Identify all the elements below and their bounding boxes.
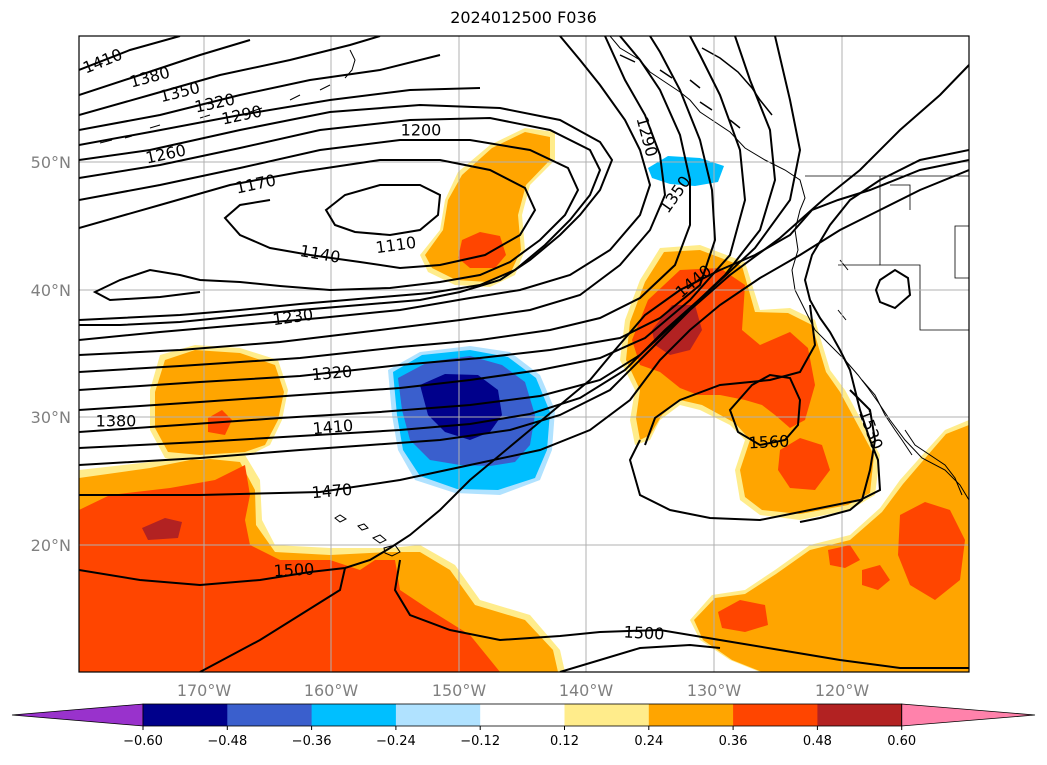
- lon-label-140w: 140°W: [559, 681, 614, 700]
- height-contours: [79, 36, 969, 672]
- lat-label-40: 40°N: [31, 281, 71, 300]
- colorbar-tick-label: 0.36: [719, 734, 748, 749]
- colorbar-segment: [227, 704, 313, 726]
- colorbar-tick-label: −0.60: [123, 734, 163, 749]
- contour-label: 1410: [312, 416, 354, 438]
- colorbar-tick-label: 0.12: [550, 734, 579, 749]
- contour-label: 1380: [96, 412, 137, 431]
- contour-label: 1200: [401, 121, 442, 140]
- lon-label-150w: 150°W: [432, 681, 487, 700]
- contour-label: 1470: [311, 480, 353, 502]
- colorbar-tick-label: −0.36: [292, 734, 332, 749]
- colorbar-segment: [648, 704, 734, 726]
- colorbar-segment: [143, 704, 228, 726]
- lon-label-170w: 170°W: [177, 681, 232, 700]
- colorbar-segment: [564, 704, 650, 726]
- colorbar-segment: [311, 704, 397, 726]
- contour-label: 1500: [273, 559, 315, 580]
- contour-label: 1500: [623, 622, 665, 643]
- positive-anomaly-west-orange: [155, 350, 284, 455]
- colorbar-segment: [395, 704, 481, 726]
- colorbar-segment: [480, 704, 565, 726]
- map-frame: [78, 35, 970, 673]
- lon-label-160w: 160°W: [304, 681, 359, 700]
- colorbar-segment: [733, 704, 818, 726]
- colorbar-tick-label: −0.48: [207, 734, 247, 749]
- colorbar-tick-label: 0.24: [634, 734, 663, 749]
- negative-anomaly-central-navy: [420, 374, 502, 440]
- lon-label-120w: 120°W: [815, 681, 870, 700]
- colorbar-extend-high: [901, 703, 1036, 727]
- colorbar-tick-label: 0.48: [803, 734, 832, 749]
- colorbar-tick-label: −0.24: [376, 734, 416, 749]
- lat-label-20: 20°N: [31, 536, 71, 555]
- colorbar: −0.60 −0.48 −0.36 −0.24 −0.12 0.12 0.24 0.36 0.4…: [11, 703, 1036, 749]
- lat-label-50: 50°N: [31, 153, 71, 172]
- positive-anomaly-east-red-lower: [778, 438, 830, 490]
- colorbar-segment: [817, 704, 903, 726]
- colorbar-tick-label: −0.12: [460, 734, 500, 749]
- graticule: [79, 36, 969, 672]
- positive-anomaly-southwest-darkred: [142, 518, 182, 540]
- map-title: 2024012500 F036: [450, 8, 597, 27]
- lon-label-130w: 130°W: [687, 681, 742, 700]
- positive-anomaly-east-darkred: [652, 305, 702, 355]
- positive-anomaly-north-orange: [425, 132, 550, 282]
- lat-label-30: 30°N: [31, 408, 71, 427]
- contour-label: 1560: [748, 431, 790, 452]
- positive-anomaly-southwest-red: [79, 465, 500, 672]
- colorbar-border: [142, 703, 903, 727]
- colorbar-extend-low: [11, 703, 144, 727]
- contour-label: 1320: [311, 362, 353, 384]
- colorbar-tick-label: 0.60: [887, 734, 916, 749]
